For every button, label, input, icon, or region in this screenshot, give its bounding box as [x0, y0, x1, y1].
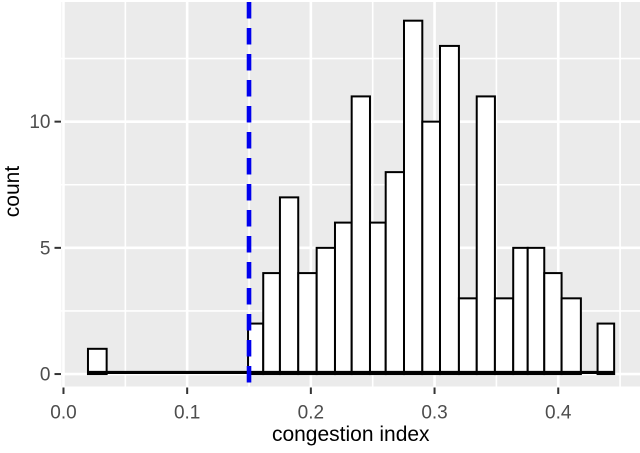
x-axis-title: congestion index [272, 423, 430, 446]
x-tick-label: 0.3 [421, 403, 447, 424]
histogram-bar [421, 120, 441, 376]
histogram-bar [438, 44, 460, 376]
histogram-bar [262, 272, 281, 376]
histogram-bar [475, 95, 496, 376]
y-tick-label: 10 [29, 112, 50, 133]
histogram-bars [86, 19, 616, 376]
histogram-bar [493, 297, 515, 376]
histogram-bar [368, 221, 387, 376]
y-axis-title: count [1, 166, 24, 218]
x-tick-label: 0.4 [545, 403, 572, 424]
x-tick-label: 0.1 [174, 403, 200, 424]
histogram-bar [350, 95, 371, 376]
x-tick-label: 0.2 [298, 403, 324, 424]
y-tick-label: 5 [40, 238, 51, 259]
histogram-bar [384, 171, 405, 376]
histogram-bar [457, 297, 478, 376]
histogram-bar [86, 347, 108, 376]
x-tick-label: 0.0 [50, 403, 76, 424]
histogram-bar [560, 297, 582, 376]
histogram-bar [512, 246, 529, 376]
histogram-bar [297, 272, 318, 376]
histogram-bar [402, 19, 424, 376]
histogram-bar [596, 322, 616, 376]
axis-tick-marks [54, 120, 560, 394]
histogram-bar [278, 196, 300, 376]
histogram-bar [543, 272, 563, 376]
histogram-bar [315, 246, 336, 376]
histogram-bar [333, 221, 353, 376]
histogram-bar [526, 246, 546, 376]
x-axis-tick-labels: 0.0 0.1 0.2 0.3 0.4 [50, 403, 572, 424]
y-axis-tick-labels: 0 5 10 [29, 112, 50, 385]
y-tick-label: 0 [40, 365, 51, 386]
